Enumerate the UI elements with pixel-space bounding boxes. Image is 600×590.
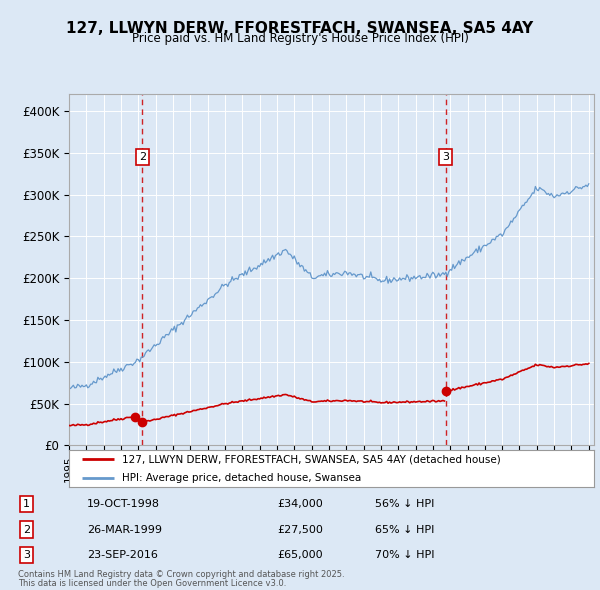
Text: £27,500: £27,500 — [277, 525, 323, 535]
Text: 23-SEP-2016: 23-SEP-2016 — [87, 550, 158, 560]
Text: 127, LLWYN DERW, FFORESTFACH, SWANSEA, SA5 4AY (detached house): 127, LLWYN DERW, FFORESTFACH, SWANSEA, S… — [121, 454, 500, 464]
Text: 26-MAR-1999: 26-MAR-1999 — [87, 525, 162, 535]
Text: Contains HM Land Registry data © Crown copyright and database right 2025.: Contains HM Land Registry data © Crown c… — [18, 570, 344, 579]
Text: 2: 2 — [23, 525, 30, 535]
Text: 70% ↓ HPI: 70% ↓ HPI — [375, 550, 434, 560]
Text: £65,000: £65,000 — [277, 550, 323, 560]
Text: 3: 3 — [442, 152, 449, 162]
Text: 3: 3 — [23, 550, 30, 560]
Text: 19-OCT-1998: 19-OCT-1998 — [87, 499, 160, 509]
Text: £34,000: £34,000 — [277, 499, 323, 509]
Text: 1: 1 — [23, 499, 30, 509]
Text: 127, LLWYN DERW, FFORESTFACH, SWANSEA, SA5 4AY: 127, LLWYN DERW, FFORESTFACH, SWANSEA, S… — [67, 21, 533, 35]
Text: 2: 2 — [139, 152, 146, 162]
Text: 65% ↓ HPI: 65% ↓ HPI — [375, 525, 434, 535]
Text: Price paid vs. HM Land Registry's House Price Index (HPI): Price paid vs. HM Land Registry's House … — [131, 32, 469, 45]
Text: This data is licensed under the Open Government Licence v3.0.: This data is licensed under the Open Gov… — [18, 579, 286, 588]
Text: 56% ↓ HPI: 56% ↓ HPI — [375, 499, 434, 509]
Text: HPI: Average price, detached house, Swansea: HPI: Average price, detached house, Swan… — [121, 473, 361, 483]
